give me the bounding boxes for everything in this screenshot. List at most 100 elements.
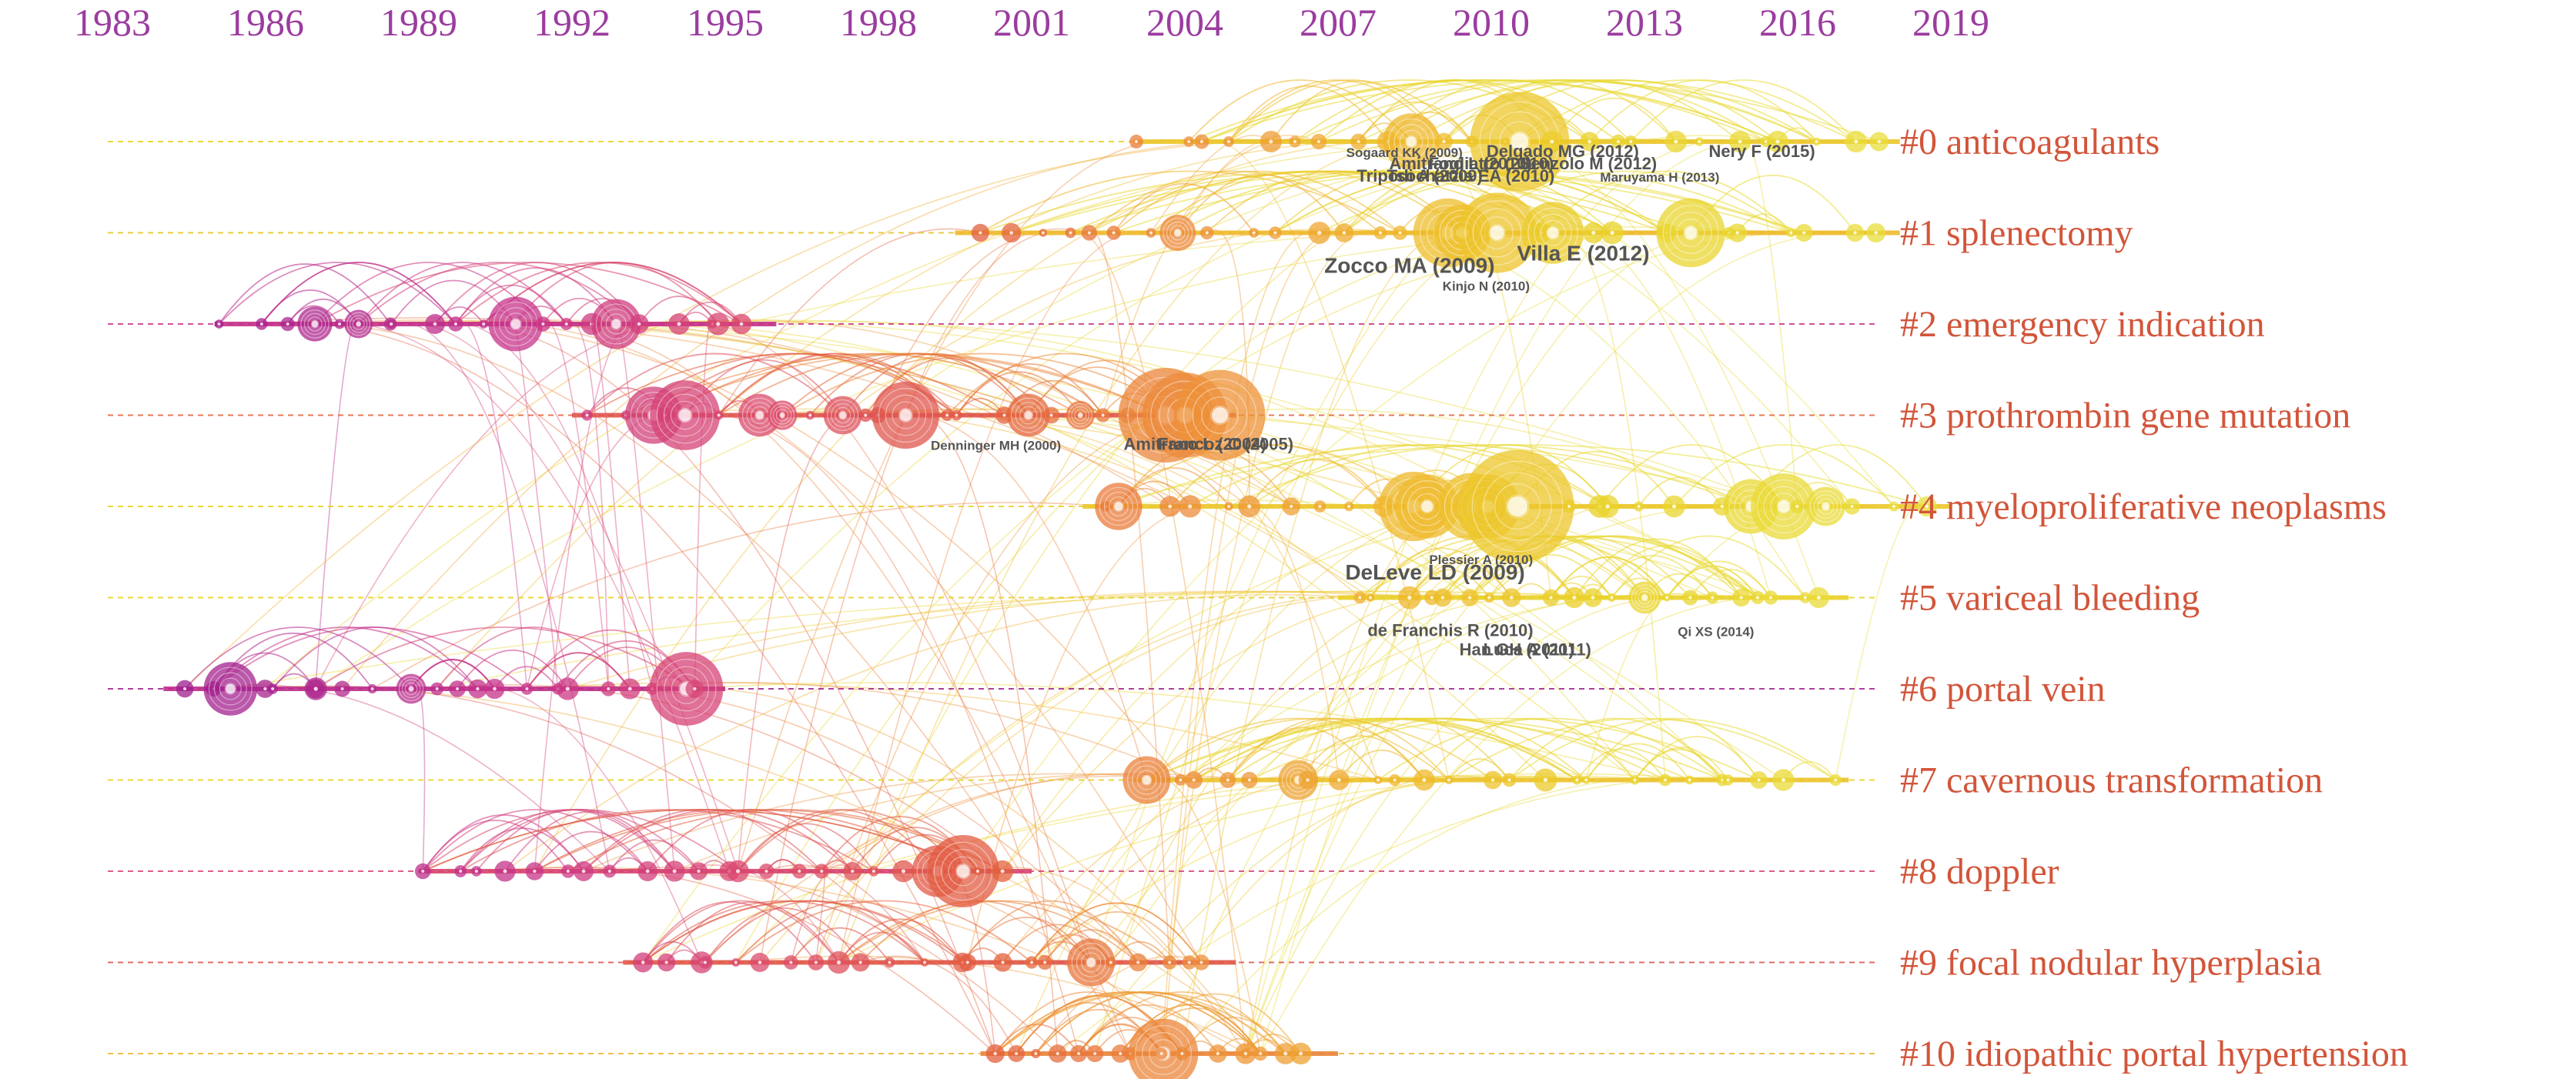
reference-node[interactable] (941, 409, 953, 421)
cluster-label[interactable]: #0 anticoagulants (1900, 122, 2159, 162)
reference-node[interactable] (1086, 1044, 1104, 1063)
reference-node[interactable] (958, 954, 977, 971)
reference-node[interactable] (1373, 225, 1387, 240)
reference-node[interactable] (1663, 593, 1671, 602)
cluster-label[interactable]: #8 doppler (1900, 851, 2059, 892)
reference-node[interactable] (758, 864, 774, 879)
reference-node[interactable] (868, 866, 879, 877)
reference-node[interactable] (1866, 222, 1886, 243)
reference-node[interactable] (1658, 773, 1671, 787)
reference-node[interactable] (1111, 1044, 1130, 1063)
reference-node[interactable] (574, 861, 594, 881)
reference-node[interactable] (685, 680, 704, 698)
reference-node[interactable] (633, 952, 654, 973)
reference-node[interactable] (1006, 393, 1050, 437)
reference-node[interactable] (535, 316, 551, 332)
reference-node[interactable] (1694, 137, 1705, 146)
reference-node[interactable] (884, 957, 895, 968)
reference-node[interactable] (1219, 772, 1236, 788)
reference-node[interactable] (1663, 495, 1685, 518)
reference-node[interactable] (1209, 1044, 1227, 1063)
node-label[interactable]: Kinjo N (2010) (1443, 279, 1530, 294)
reference-node[interactable] (871, 381, 940, 449)
reference-node[interactable] (203, 662, 258, 716)
reference-node[interactable] (1389, 773, 1401, 787)
reference-node[interactable] (1751, 591, 1765, 604)
reference-node[interactable] (858, 408, 872, 423)
reference-node[interactable] (1183, 136, 1195, 147)
reference-node[interactable] (1729, 130, 1751, 153)
reference-node[interactable] (581, 409, 593, 421)
reference-node[interactable] (1163, 955, 1177, 970)
reference-node[interactable] (1869, 132, 1889, 152)
reference-node[interactable] (603, 864, 617, 878)
reference-node[interactable] (1750, 771, 1768, 789)
reference-node[interactable] (1129, 953, 1148, 972)
reference-node[interactable] (1732, 588, 1751, 607)
reference-node[interactable] (637, 860, 658, 882)
reference-node[interactable] (1393, 225, 1407, 240)
reference-node[interactable] (1182, 955, 1196, 970)
reference-node[interactable] (707, 312, 730, 336)
reference-node[interactable] (791, 864, 807, 879)
reference-node[interactable] (1159, 214, 1196, 252)
reference-node[interactable] (448, 316, 463, 332)
reference-node[interactable] (1334, 223, 1354, 242)
node-label[interactable]: Nery F (2015) (1708, 142, 1815, 161)
reference-node[interactable] (1786, 228, 1796, 238)
reference-node[interactable] (1656, 198, 1725, 268)
node-label[interactable]: Tsochatzis EA (2010) (1387, 166, 1555, 185)
reference-node[interactable] (560, 318, 573, 330)
reference-node[interactable] (1042, 406, 1060, 424)
reference-node[interactable] (1808, 586, 1829, 609)
reference-node[interactable] (1434, 588, 1452, 607)
reference-node[interactable] (1583, 588, 1603, 607)
reference-node[interactable] (601, 681, 616, 697)
reference-node[interactable] (1066, 400, 1095, 430)
reference-node[interactable] (1611, 134, 1626, 149)
reference-node[interactable] (1889, 501, 1899, 512)
reference-node[interactable] (1025, 956, 1039, 969)
reference-node[interactable] (1572, 775, 1582, 785)
reference-node[interactable] (1253, 1046, 1268, 1061)
node-label[interactable]: Sogaard KK (2009) (1347, 145, 1463, 160)
reference-node[interactable] (619, 678, 641, 700)
reference-node[interactable] (1122, 756, 1171, 804)
node-label[interactable]: Maruyama H (2013) (1600, 170, 1719, 185)
cluster-label[interactable]: #3 prothrombin gene mutation (1900, 396, 2350, 436)
reference-node[interactable] (1541, 130, 1564, 153)
reference-node[interactable] (1684, 775, 1694, 785)
reference-node[interactable] (396, 673, 427, 704)
node-label[interactable]: Francoz C (2005) (1158, 435, 1293, 454)
reference-node[interactable] (1916, 496, 1937, 517)
reference-node[interactable] (1096, 408, 1110, 423)
reference-node[interactable] (1313, 500, 1326, 513)
reference-node[interactable] (1159, 496, 1181, 517)
node-label[interactable]: Zocco MA (2009) (1324, 254, 1494, 278)
reference-node[interactable] (714, 410, 724, 420)
node-label[interactable]: Luca A (2011) (1484, 640, 1591, 660)
reference-node[interactable] (1457, 192, 1537, 273)
reference-node[interactable] (267, 683, 279, 694)
reference-node[interactable] (1002, 222, 1022, 243)
reference-node[interactable] (1179, 495, 1202, 518)
reference-node[interactable] (1564, 586, 1585, 609)
reference-node[interactable] (1290, 1042, 1312, 1065)
reference-node[interactable] (1289, 135, 1301, 148)
reference-node[interactable] (1224, 502, 1233, 511)
reference-node[interactable] (951, 409, 962, 421)
reference-node[interactable] (1298, 770, 1317, 790)
reference-node[interactable] (1260, 130, 1282, 153)
reference-node[interactable] (1106, 225, 1121, 240)
reference-node[interactable] (1628, 581, 1661, 614)
reference-node[interactable] (1185, 771, 1203, 789)
reference-node[interactable] (297, 306, 333, 342)
node-label[interactable]: de Franchis R (2010) (1367, 621, 1533, 640)
reference-node[interactable] (1156, 1047, 1168, 1060)
reference-node[interactable] (1435, 132, 1453, 151)
cluster-label[interactable]: #4 myeloproliferative neoplasms (1900, 486, 2387, 527)
reference-node[interactable] (1350, 133, 1367, 150)
reference-node[interactable] (814, 864, 829, 879)
reference-node[interactable] (750, 953, 770, 972)
reference-node[interactable] (590, 299, 641, 349)
